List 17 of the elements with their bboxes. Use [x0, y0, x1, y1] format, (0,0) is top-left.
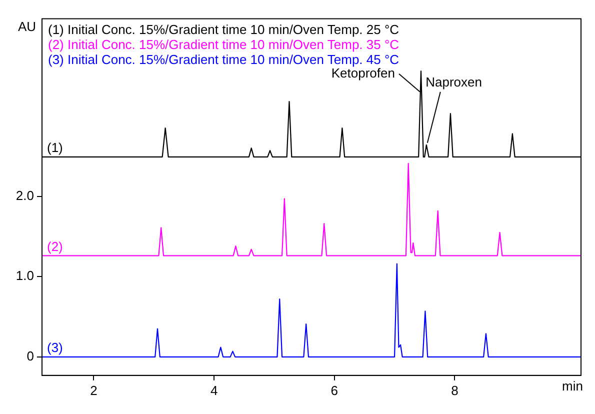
annotation: (3): [47, 340, 63, 356]
x-tick-label: 8: [451, 382, 458, 398]
annotation: (2): [47, 238, 63, 254]
y-tick-label: 2.0: [16, 188, 34, 203]
y-axis-title: AU: [18, 18, 36, 34]
text: (1) Initial Conc. 15%/Gradient time 10 min/Oven Temp. 25 °C: [48, 22, 400, 37]
x-tick-label: 4: [210, 382, 218, 398]
text: (2) Initial Conc. 15%/Gradient time 10 min/Oven Temp. 35 °C: [48, 36, 400, 52]
y-tick-label: 0: [26, 348, 34, 364]
x-tick-label: 2: [90, 382, 98, 398]
annotation: Ketoprofen: [331, 65, 395, 80]
y-tick-label: 1.0: [16, 268, 34, 284]
x-axis-title: min: [562, 378, 583, 394]
annotation: (1): [47, 140, 63, 156]
annotation: Naproxen: [426, 74, 482, 90]
x-tick-label: 6: [330, 382, 338, 398]
text: (3) Initial Conc. 15%/Gradient time 10 min/Oven Temp. 45 °C: [48, 52, 400, 67]
